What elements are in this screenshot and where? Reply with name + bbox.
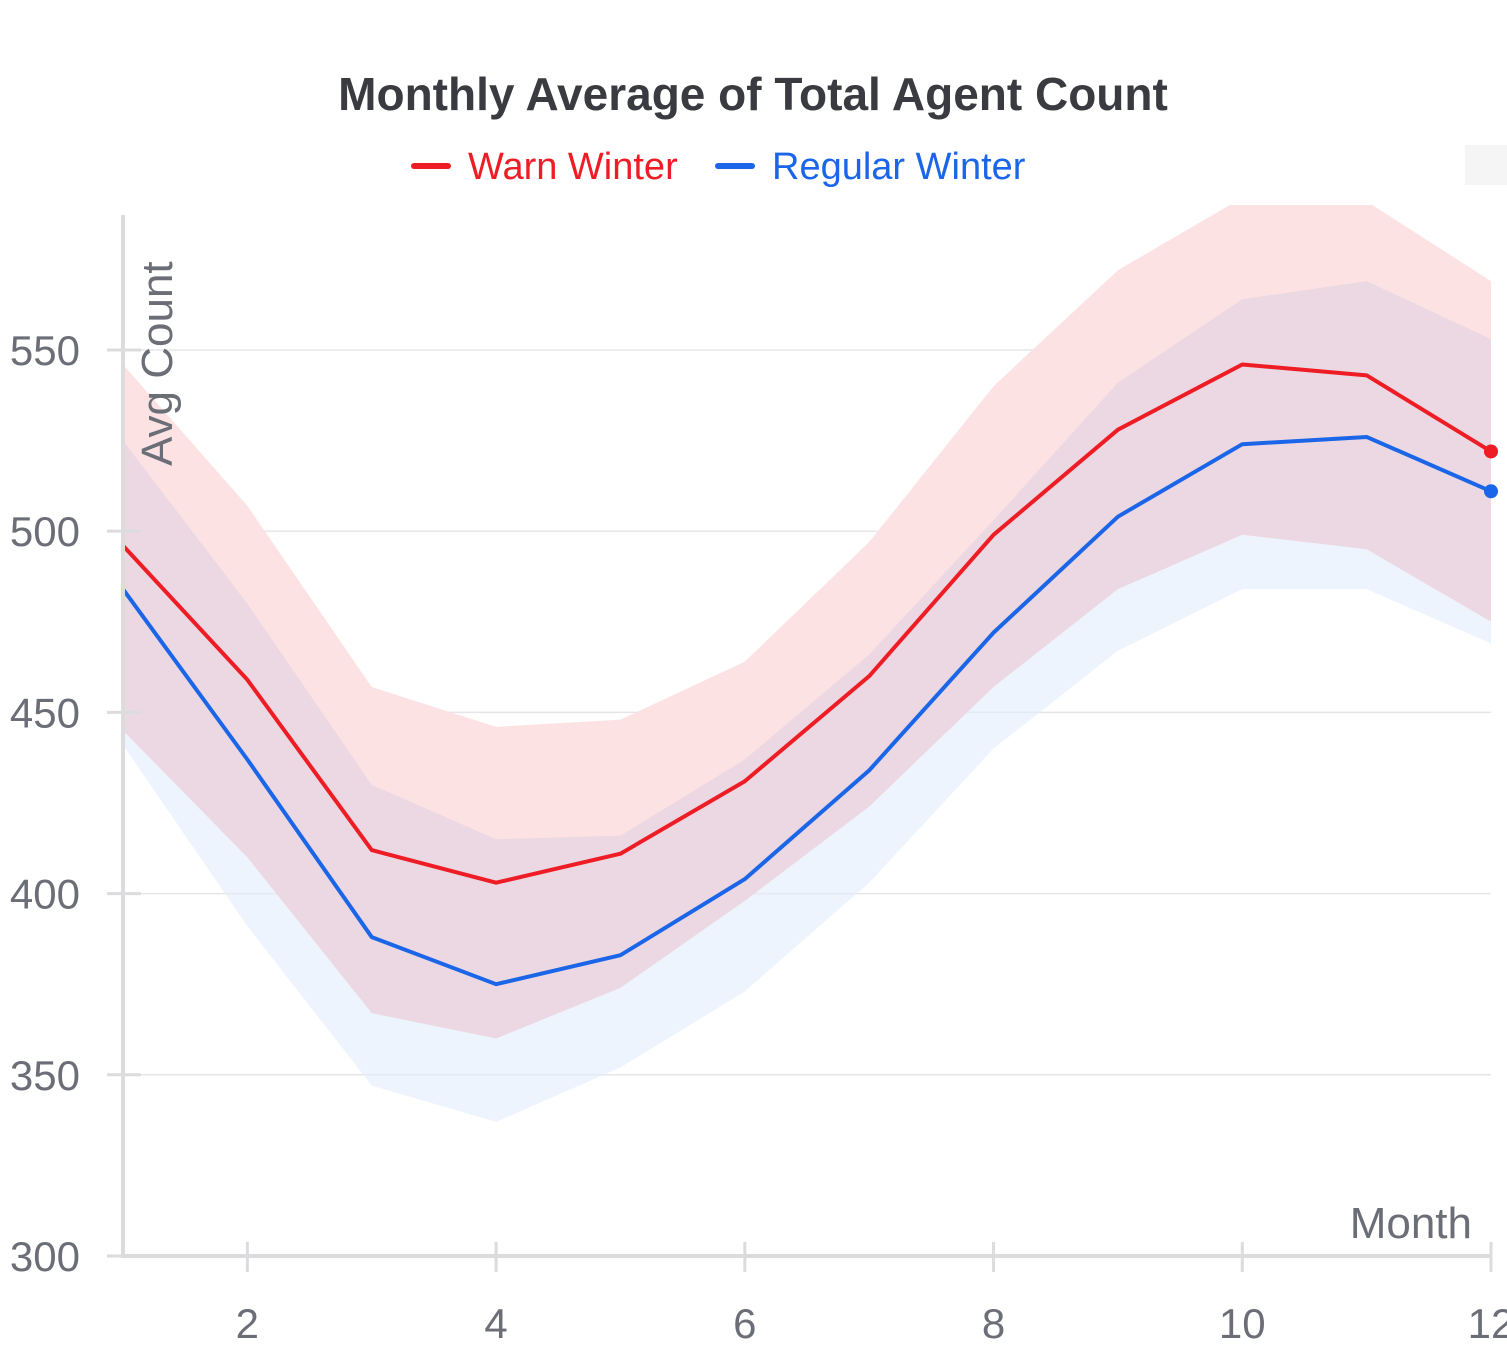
legend-label: Warn Winter [468,146,678,188]
y-tick-label: 300 [10,1233,80,1280]
x-tick-label: 8 [982,1300,1005,1347]
x-tick-label: 12 [1468,1300,1507,1347]
y-tick-label: 400 [10,871,80,918]
axes [107,215,1493,1272]
x-tick-label: 2 [236,1300,259,1347]
tick-labels: 2 4 6 8 10 12 300 350 400 450 500 550 [10,327,1507,1347]
legend-label: Regular Winter [772,146,1026,188]
y-tick-label: 550 [10,327,80,374]
legend: Warn Winter Regular Winter [411,146,1026,188]
x-axis-label: Month [1350,1199,1472,1248]
y-axis-label: Avg Count [133,261,182,466]
series-line-warn-winter [121,362,1493,885]
y-tick-label: 500 [10,508,80,555]
legend-item-warn-winter[interactable]: Warn Winter [411,146,678,188]
x-tick-label: 10 [1219,1300,1266,1347]
series-line-regular-winter [121,434,1492,987]
legend-item-regular-winter[interactable]: Regular Winter [715,146,1026,188]
series-lines [121,362,1498,987]
x-tick-label: 4 [484,1300,507,1347]
confidence-bands [123,205,1491,1122]
series-endpoint-warn-winter [1484,444,1498,459]
x-tick-label: 6 [733,1300,756,1347]
chart-title: Monthly Average of Total Agent Count [338,68,1168,120]
modebar-stub [1465,145,1507,185]
band-regular-winter [123,281,1491,1122]
y-tick-label: 350 [10,1052,80,1099]
series-endpoint-regular-winter [1484,484,1498,499]
y-tick-label: 450 [10,689,80,736]
